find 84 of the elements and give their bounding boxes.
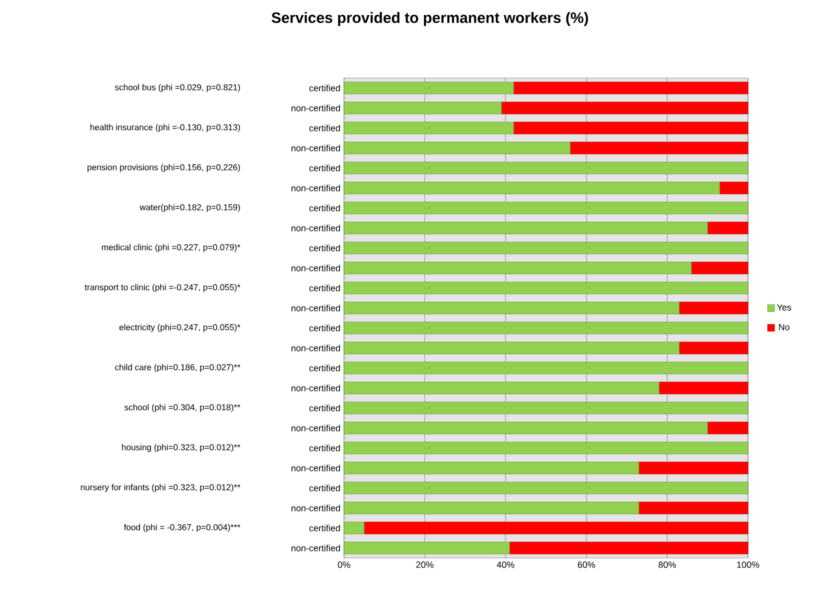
- bar: [344, 242, 748, 254]
- bar: [344, 162, 748, 174]
- x-tick-label: 100%: [737, 562, 760, 568]
- bar: [720, 182, 748, 194]
- y-tick-label: non-certified: [292, 504, 340, 512]
- bar: [344, 202, 748, 214]
- bar: [344, 462, 640, 474]
- text: child care (phi=0.186, p=0.027)**: [115, 364, 240, 372]
- bar: [344, 502, 640, 514]
- text: health insurance (phi =-0.130, p=0.313): [90, 124, 240, 132]
- y-tick-label: non-certified: [292, 544, 340, 552]
- bar: [344, 442, 748, 454]
- bar: [679, 302, 748, 314]
- y-tick-label: certified: [309, 524, 340, 532]
- bar: [638, 502, 748, 514]
- chart-title: Services provided to permanent workers (%): [272, 12, 588, 26]
- legend-label: No: [779, 324, 790, 330]
- y-tick-label: certified: [309, 364, 340, 372]
- y-tick-label: non-certified: [292, 184, 340, 192]
- text: housing (phi=0.323, p=0.012)**: [122, 444, 240, 452]
- y-tick-label: non-certified: [292, 464, 340, 472]
- bar: [344, 402, 748, 414]
- bar: [691, 262, 748, 274]
- text: water(phi=0.182, p=0.159): [140, 204, 240, 212]
- x-tick-label: 20%: [416, 562, 434, 568]
- legend-label: Yes: [776, 304, 792, 311]
- y-tick-label: non-certified: [292, 344, 340, 352]
- text: pension provisions (phi=0.156, p=0,226): [88, 164, 240, 172]
- y-tick-label: non-certified: [292, 304, 340, 312]
- bar: [570, 142, 748, 154]
- bar: [513, 122, 748, 134]
- bar: [679, 342, 748, 354]
- text: school (phi =0.304, p=0.018)**: [124, 404, 240, 412]
- y-tick-label: non-certified: [292, 144, 340, 152]
- text: medical clinic (phi =0.227, p=0.079)*: [102, 244, 240, 252]
- bar: [344, 122, 514, 134]
- bar: [344, 322, 748, 334]
- bar: [344, 522, 364, 534]
- y-tick-label: certified: [309, 164, 340, 172]
- bar: [344, 82, 514, 94]
- text: transport to clinic (phi =-0.247, p=0.055)*: [84, 284, 240, 292]
- bar: [344, 262, 692, 274]
- y-tick-label: non-certified: [292, 224, 340, 232]
- bar: [501, 102, 748, 114]
- text: nursery for infants (phi =0.323, p=0.012)**: [80, 484, 240, 492]
- bar: [707, 222, 748, 234]
- y-tick-label: certified: [309, 204, 340, 212]
- bar: [344, 142, 570, 154]
- bar: [344, 282, 748, 294]
- bar: [513, 82, 748, 94]
- bar: [344, 102, 502, 114]
- x-tick-label: 40%: [496, 562, 514, 568]
- bar: [344, 382, 660, 394]
- y-tick-label: certified: [309, 124, 340, 132]
- y-tick-label: non-certified: [292, 104, 340, 112]
- bar: [344, 222, 708, 234]
- y-tick-label: certified: [309, 244, 340, 252]
- text: electricity (phi=0.247, p=0.055)*: [119, 324, 240, 332]
- bar: [638, 462, 748, 474]
- bar: [658, 382, 748, 394]
- y-tick-label: certified: [309, 444, 340, 452]
- y-tick-label: non-certified: [292, 264, 340, 272]
- text: food (phi = -0.367, p=0.004)***: [124, 524, 240, 532]
- y-tick-label: certified: [309, 484, 340, 492]
- bar: [509, 542, 748, 554]
- bar: [344, 482, 748, 494]
- x-tick-label: 80%: [658, 562, 676, 568]
- bar: [707, 422, 748, 434]
- y-tick-label: certified: [309, 324, 340, 332]
- y-tick-label: certified: [309, 84, 340, 92]
- bar: [344, 302, 680, 314]
- y-tick-label: non-certified: [292, 424, 340, 432]
- text: school bus (phi =0.029, p=0.821): [114, 84, 240, 92]
- y-tick-label: certified: [309, 284, 340, 292]
- bar: [344, 542, 510, 554]
- y-tick-label: certified: [309, 404, 340, 412]
- x-tick-label: 0%: [338, 562, 350, 568]
- bar: [344, 362, 748, 374]
- bar: [344, 342, 680, 354]
- bar: [364, 522, 748, 534]
- bar: [344, 182, 720, 194]
- y-tick-label: non-certified: [292, 384, 340, 392]
- bar: [344, 422, 708, 434]
- x-tick-label: 60%: [578, 562, 596, 568]
